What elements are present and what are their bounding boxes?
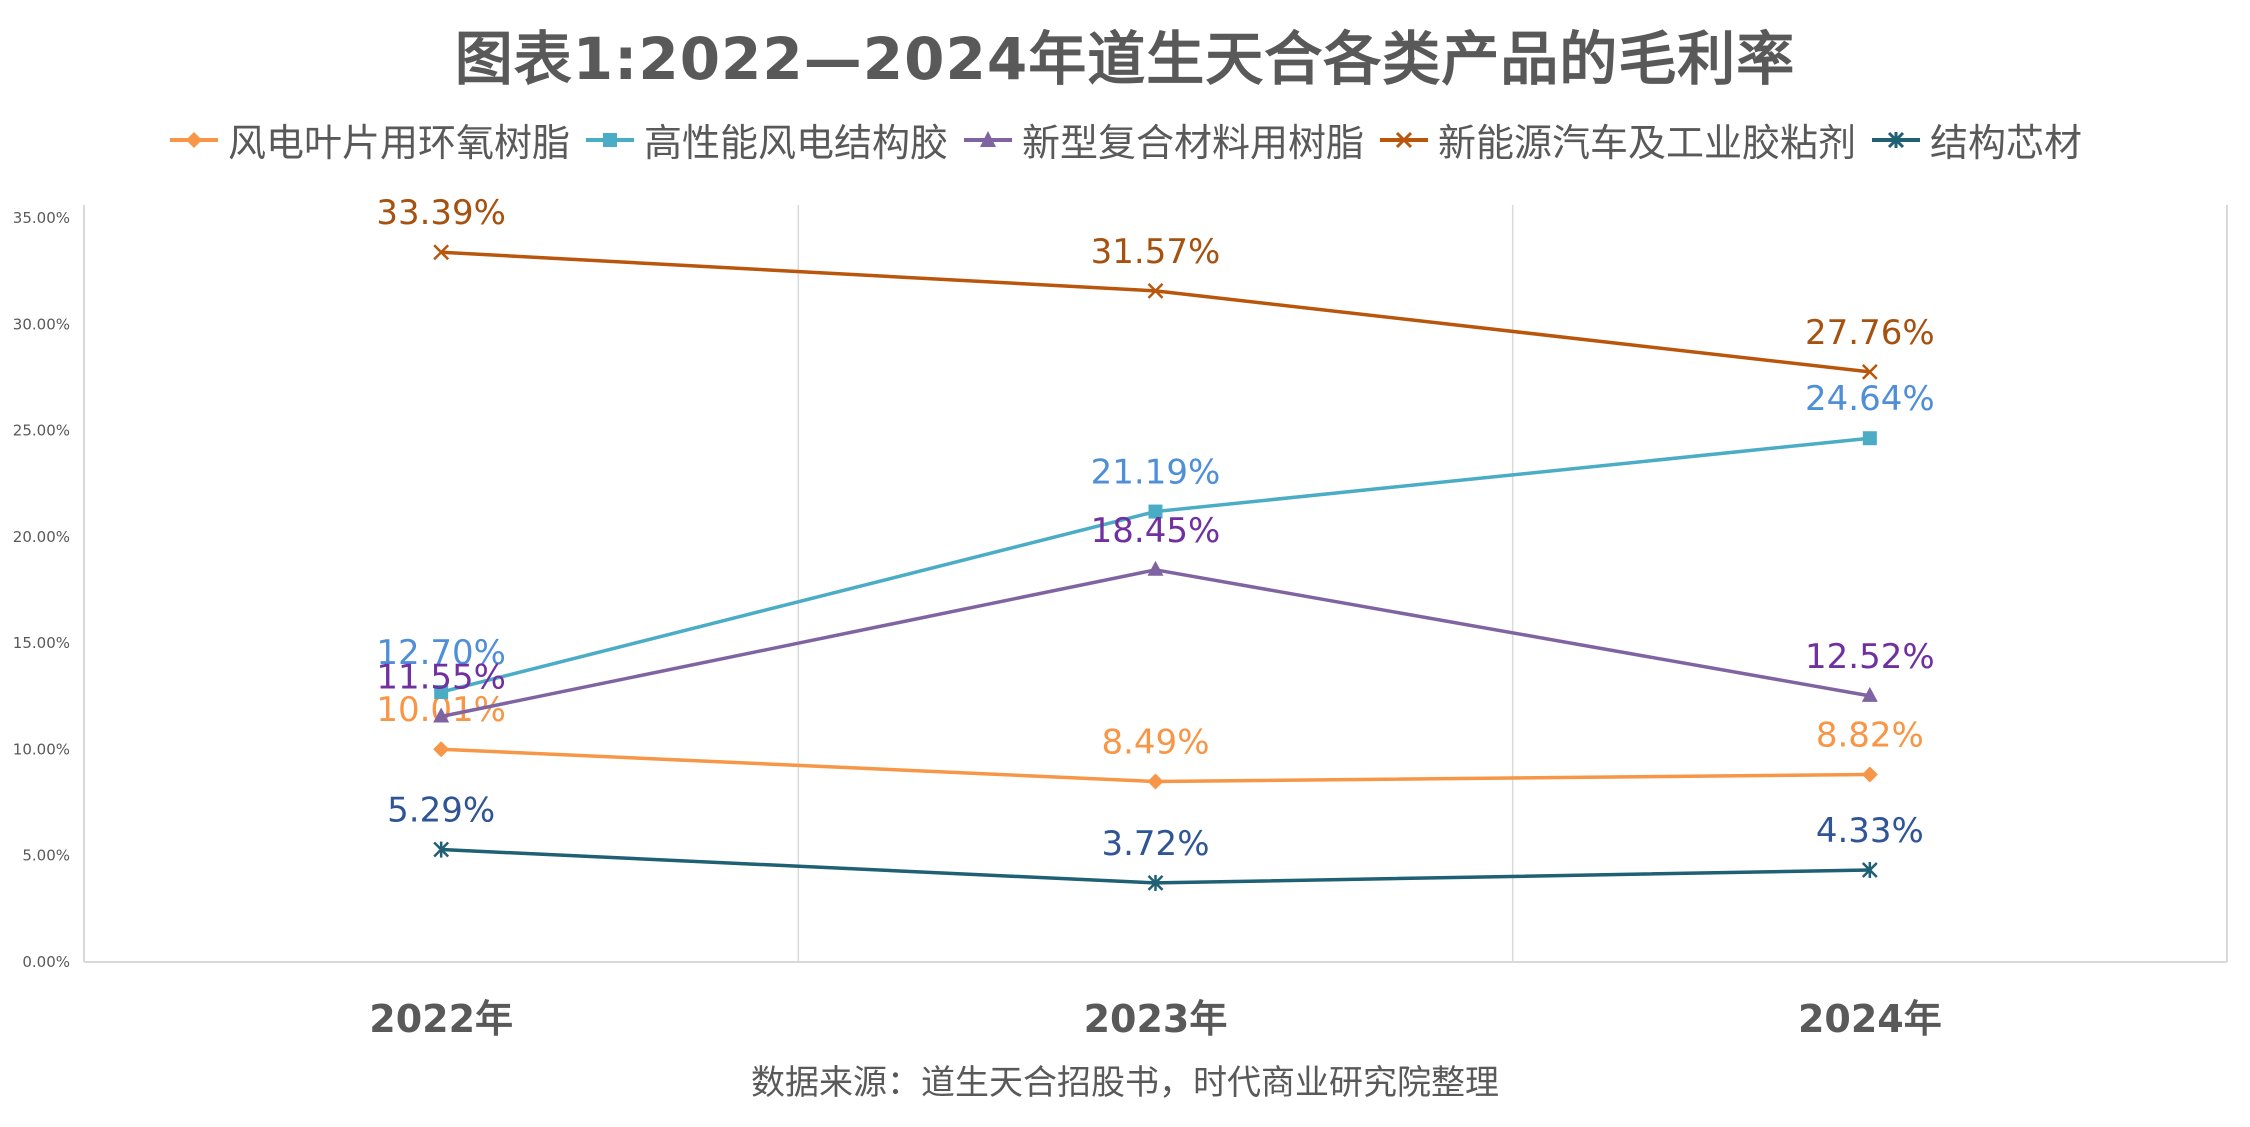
legend-item: 新型复合材料用树脂: [962, 112, 1364, 167]
legend-item: 风电叶片用环氧树脂: [168, 112, 570, 167]
y-tick-label: 5.00%: [22, 847, 70, 865]
data-point-marker: [1862, 431, 1877, 446]
x-tick-label: 2024年: [1798, 997, 1942, 1041]
data-point-marker: [1861, 686, 1878, 702]
data-point-marker: [433, 741, 450, 758]
data-point-marker: [433, 841, 450, 858]
y-tick-label: 10.00%: [13, 740, 70, 758]
legend-label: 结构芯材: [1930, 121, 2083, 165]
data-point-marker: [1861, 364, 1878, 380]
data-point-marker: [433, 707, 450, 723]
data-point-marker: [433, 244, 450, 261]
square-marker-icon: [585, 132, 634, 147]
y-tick-label: 25.00%: [13, 422, 70, 440]
data-label: 5.29%: [387, 791, 495, 831]
data-label: 21.19%: [1091, 453, 1221, 493]
y-tick-label: 0.00%: [22, 953, 70, 971]
x-tick-label: 2023年: [1084, 997, 1228, 1041]
y-tick-label: 15.00%: [13, 634, 70, 652]
legend-item: 高性能风电结构胶: [584, 112, 948, 167]
legend-label: 新型复合材料用树脂: [1021, 121, 1364, 165]
data-point-marker: [1861, 861, 1878, 878]
star-marker-icon: [1872, 131, 1921, 148]
y-tick-label: 35.00%: [13, 209, 70, 227]
data-label: 18.45%: [1091, 511, 1221, 551]
data-point-marker: [1148, 504, 1163, 519]
data-label: 8.82%: [1816, 716, 1924, 756]
data-label: 3.72%: [1101, 824, 1209, 864]
x-tick-label: 2022年: [369, 997, 513, 1041]
data-point-marker: [1147, 874, 1164, 891]
data-label: 12.52%: [1805, 637, 1935, 677]
data-point-marker: [1147, 283, 1164, 299]
data-point-marker: [1147, 773, 1164, 790]
legend-label: 新能源汽车及工业胶粘剂: [1438, 121, 1857, 165]
legend-item: 新能源汽车及工业胶粘剂: [1378, 112, 1856, 167]
data-label: 12.70%: [376, 633, 506, 673]
y-tick-label: 20.00%: [13, 528, 70, 546]
data-label: 11.55%: [376, 657, 506, 697]
data-label: 8.49%: [1101, 723, 1209, 763]
x-marker-icon: [1380, 131, 1428, 148]
triangle-marker-icon: [963, 130, 1012, 147]
y-tick-label: 30.00%: [13, 315, 70, 333]
data-label: 33.39%: [376, 193, 506, 233]
data-point-marker: [434, 685, 449, 700]
diamond-marker-icon: [169, 131, 218, 148]
data-label: 24.64%: [1805, 379, 1935, 419]
data-point-marker: [1147, 560, 1164, 576]
data-source-note: 数据来源：道生天合招股书，时代商业研究院整理: [751, 1063, 1499, 1103]
data-point-marker: [1861, 766, 1878, 783]
legend-label: 风电叶片用环氧树脂: [227, 121, 570, 165]
data-label: 27.76%: [1805, 313, 1935, 353]
legend: 风电叶片用环氧树脂 高性能风电结构胶 新型复合材料用树脂 新能源汽车及工业胶粘剂 结构芯…: [0, 112, 2250, 167]
legend-label: 高性能风电结构胶: [643, 121, 948, 165]
data-label: 4.33%: [1816, 811, 1924, 851]
data-label: 31.57%: [1091, 232, 1221, 272]
series-line: [440, 568, 1871, 719]
legend-item: 结构芯材: [1870, 112, 2082, 167]
chart-title: 图表1:2022—2024年道生天合各类产品的毛利率: [454, 25, 1796, 93]
